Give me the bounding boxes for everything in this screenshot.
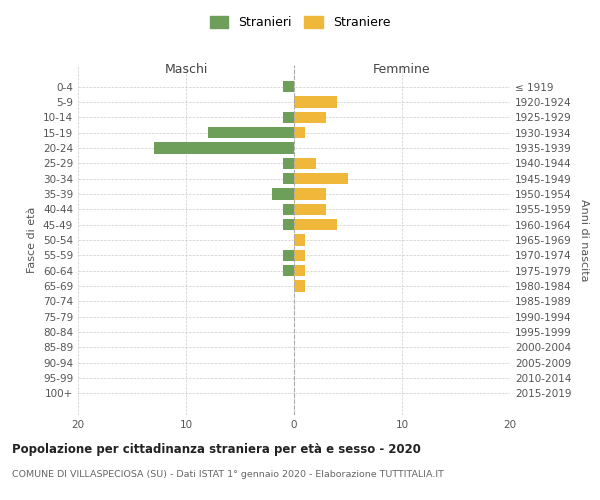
Text: Maschi: Maschi [164,63,208,76]
Text: Femmine: Femmine [373,63,431,76]
Bar [283,204,294,215]
Bar [283,81,294,92]
Bar [294,250,305,261]
Bar [272,188,294,200]
Bar [294,112,326,123]
Bar [294,234,305,246]
Bar [283,265,294,276]
Y-axis label: Anni di nascita: Anni di nascita [578,198,589,281]
Text: Popolazione per cittadinanza straniera per età e sesso - 2020: Popolazione per cittadinanza straniera p… [12,442,421,456]
Y-axis label: Fasce di età: Fasce di età [28,207,37,273]
Bar [294,173,348,184]
Bar [294,158,316,169]
Bar [294,127,305,138]
Bar [283,173,294,184]
Bar [154,142,294,154]
Bar [294,188,326,200]
Bar [283,112,294,123]
Bar [283,158,294,169]
Bar [283,219,294,230]
Bar [283,250,294,261]
Bar [208,127,294,138]
Legend: Stranieri, Straniere: Stranieri, Straniere [205,11,395,34]
Bar [294,265,305,276]
Bar [294,204,326,215]
Text: COMUNE DI VILLASPECIOSA (SU) - Dati ISTAT 1° gennaio 2020 - Elaborazione TUTTITA: COMUNE DI VILLASPECIOSA (SU) - Dati ISTA… [12,470,444,479]
Bar [294,280,305,292]
Bar [294,96,337,108]
Bar [294,219,337,230]
